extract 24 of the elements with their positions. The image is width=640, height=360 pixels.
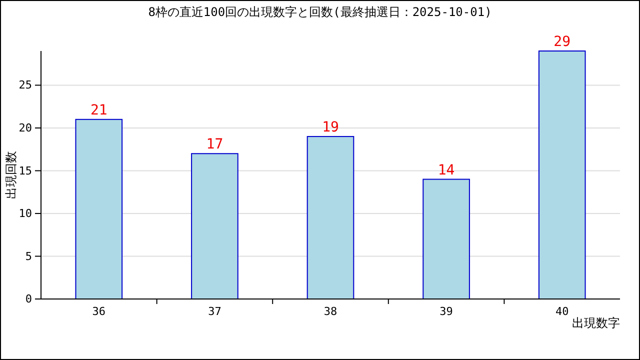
x-tick-label: 37 [208, 304, 222, 318]
bar [75, 118, 123, 300]
bar [191, 153, 238, 300]
y-tick-label: 25 [18, 78, 32, 92]
x-tick-label: 39 [440, 304, 453, 318]
data-label: 14 [438, 162, 455, 178]
y-tick-label: 20 [18, 121, 32, 134]
y-tick-label: 10 [18, 207, 32, 220]
bar [538, 50, 586, 300]
data-label: 29 [554, 34, 571, 50]
x-axis-title: 出現数字 [572, 316, 620, 330]
chart-title: 8枠の直近100回の出現数字と回数(最終抽選日：2025-10-01) [148, 5, 492, 19]
y-tick-label: 0 [25, 292, 32, 306]
y-axis-title: 出現回数 [4, 151, 18, 199]
data-label: 17 [206, 136, 224, 153]
data-label: 19 [322, 120, 339, 136]
bar [306, 136, 354, 300]
y-tick-label: 15 [18, 164, 32, 178]
data-label: 21 [90, 102, 108, 118]
y-tick-label: 5 [25, 250, 32, 263]
x-tick-label: 40 [555, 304, 569, 318]
bar [422, 178, 470, 300]
x-tick-label: 38 [324, 304, 338, 318]
x-tick-label: 36 [92, 304, 106, 318]
